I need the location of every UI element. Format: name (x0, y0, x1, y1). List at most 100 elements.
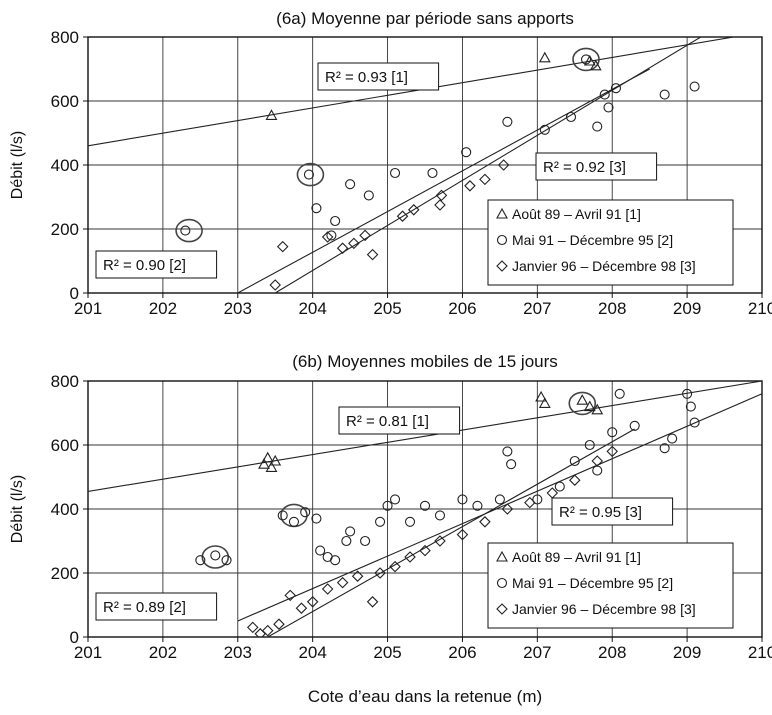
data-point-circle (326, 230, 337, 241)
y-tick-label: 600 (51, 92, 79, 111)
x-tick-label: 203 (224, 299, 252, 318)
data-point-diamond (396, 210, 409, 222)
y-tick-label: 800 (51, 372, 79, 391)
legend-marker-triangle (496, 550, 508, 562)
x-tick-label: 207 (523, 299, 551, 318)
x-tick-label: 210 (748, 299, 772, 318)
data-point-circle (614, 388, 625, 399)
highlight-ellipse (296, 162, 325, 187)
data-point-diamond (273, 618, 285, 630)
data-point-triangle (576, 394, 589, 405)
x-tick-label: 209 (673, 299, 701, 318)
legend-box (487, 542, 734, 629)
trendline (88, 381, 762, 492)
y-axis-label: Débit (l/s) (9, 475, 26, 543)
legend-entry: Mai 91 – Décembre 95 [2] (512, 575, 673, 591)
r2-label: R² = 0.90 [2] (103, 257, 186, 274)
data-point-circle (389, 494, 401, 505)
data-point-triangle (269, 454, 282, 466)
data-point-circle (434, 510, 446, 521)
data-point-circle (330, 555, 341, 566)
chart-panel-2: (6b) Moyennes mobiles de 15 jours 201 202 2… (9, 352, 772, 662)
data-point-circle (330, 215, 341, 227)
highlight-ellipse (568, 391, 597, 416)
x-tick-label: 210 (748, 643, 772, 662)
data-point-circle (345, 526, 356, 537)
trendline (237, 393, 762, 622)
data-point-circle (472, 500, 483, 511)
r2-label-box (551, 497, 674, 526)
data-point-diamond (568, 474, 581, 486)
r2-label: R² = 0.95 [3] (559, 504, 642, 521)
data-point-triangle (538, 51, 551, 63)
data-point-diamond (456, 528, 469, 541)
data-point-diamond (366, 248, 379, 261)
x-tick-label: 205 (373, 299, 401, 318)
plot-area (88, 381, 762, 637)
r2-label: R² = 0.89 [2] (103, 599, 186, 616)
legend-entry: Janvier 96 – Décembre 98 [3] (512, 258, 696, 274)
legend-marker-circle (496, 577, 508, 589)
data-point-circle (506, 459, 517, 470)
legend-entry: Janvier 96 – Décembre 98 [3] (512, 601, 696, 617)
y-tick-label: 800 (51, 28, 79, 47)
data-point-diamond (269, 279, 282, 291)
x-tick-label: 205 (373, 643, 401, 662)
data-point-triangle (583, 400, 596, 412)
data-point-circle (629, 420, 640, 431)
data-point-triangle (265, 109, 278, 120)
x-tick-label: 203 (224, 643, 252, 662)
data-point-circle (311, 203, 322, 214)
data-point-circle (461, 147, 472, 158)
data-point-circle (180, 225, 191, 236)
data-point-circle (592, 121, 603, 132)
data-point-circle (360, 535, 371, 547)
y-tick-label: 0 (70, 284, 79, 303)
data-point-circle (603, 102, 614, 113)
data-point-diamond (497, 159, 510, 171)
data-point-diamond (389, 560, 401, 573)
data-point-triangle (535, 390, 548, 402)
data-point-diamond (435, 189, 448, 202)
data-point-triangle (589, 59, 602, 71)
data-point-circle (659, 443, 670, 454)
y-tick-label: 600 (51, 436, 79, 455)
y-tick-label: 400 (51, 500, 79, 519)
data-point-circle (404, 516, 416, 527)
data-point-circle (539, 124, 550, 135)
data-point-triangle (261, 451, 274, 463)
x-tick-label: 206 (448, 643, 476, 662)
trendline (267, 428, 635, 637)
data-point-circle (667, 433, 678, 444)
data-point-triangle (258, 458, 270, 469)
x-tick-label: 201 (74, 299, 102, 318)
data-point-circle (689, 417, 700, 428)
data-point-diamond (336, 576, 349, 589)
legend-box (487, 199, 734, 286)
highlight-ellipse (201, 545, 230, 569)
data-point-diamond (295, 602, 308, 614)
data-point-circle (195, 555, 206, 566)
chart-panel-1: (6a) Moyenne par période sans apports 201… (9, 9, 772, 318)
data-point-circle (584, 439, 595, 451)
data-point-circle (457, 494, 468, 505)
r2-label: R² = 0.92 [3] (543, 159, 626, 176)
data-point-circle (592, 465, 603, 476)
data-point-circle (375, 516, 386, 527)
data-point-triangle (583, 54, 596, 66)
data-point-circle (288, 516, 299, 527)
data-point-diamond (524, 496, 536, 509)
x-tick-label: 208 (598, 643, 626, 662)
x-axis-label: Cote d’eau dans la retenue (m) (308, 687, 542, 706)
data-point-diamond (321, 231, 334, 243)
data-point-diamond (479, 173, 491, 186)
data-point-diamond (434, 535, 446, 547)
data-point-diamond (434, 199, 446, 211)
data-point-circle (565, 111, 577, 123)
data-point-diamond (336, 242, 349, 254)
data-point-circle (303, 169, 314, 180)
x-tick-label: 202 (149, 643, 177, 662)
data-point-triangle (538, 397, 551, 408)
data-point-diamond (306, 596, 319, 608)
r2-label-box (95, 592, 218, 621)
